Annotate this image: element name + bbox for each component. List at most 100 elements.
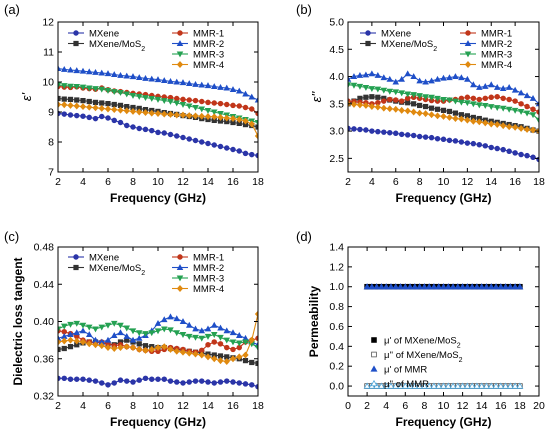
data-point bbox=[148, 330, 156, 337]
data-point bbox=[167, 110, 174, 118]
data-point bbox=[135, 93, 143, 100]
data-point bbox=[136, 377, 142, 383]
data-point bbox=[58, 375, 61, 382]
data-point bbox=[148, 96, 156, 102]
legend-item: MMR-1 bbox=[172, 28, 224, 39]
x-tick-label: 8 bbox=[130, 176, 136, 188]
data-point bbox=[444, 382, 452, 389]
x-tick-label: 2 bbox=[55, 400, 61, 412]
data-point bbox=[392, 105, 399, 113]
data-point bbox=[459, 382, 467, 389]
data-point bbox=[440, 96, 447, 103]
data-point bbox=[430, 382, 438, 389]
panel-label: (a) bbox=[4, 2, 20, 17]
data-point bbox=[420, 283, 428, 290]
data-point bbox=[420, 382, 428, 389]
data-point bbox=[230, 379, 236, 385]
data-point bbox=[58, 65, 62, 71]
x-tick-label: 0 bbox=[345, 400, 351, 412]
data-point bbox=[516, 382, 524, 389]
data-point bbox=[98, 69, 106, 76]
legend-label: μ'' of MMR bbox=[384, 379, 429, 390]
data-point bbox=[110, 332, 118, 338]
data-point bbox=[192, 350, 199, 358]
data-point bbox=[117, 119, 124, 126]
data-point bbox=[478, 382, 486, 389]
data-point bbox=[173, 347, 180, 355]
chart-panel-2: (c) 2 4 6 8 10 12 14 16 18 0.32 0.36 0.40 0.44 0.48 Fre… bbox=[4, 229, 264, 429]
data-point bbox=[205, 140, 211, 147]
plot-area bbox=[363, 283, 524, 389]
data-point bbox=[186, 379, 192, 385]
data-point bbox=[136, 345, 143, 353]
data-point bbox=[377, 382, 385, 389]
data-point bbox=[217, 357, 224, 365]
data-point bbox=[363, 382, 371, 389]
legend-marker bbox=[365, 30, 371, 36]
series-5 bbox=[58, 310, 258, 365]
data-point bbox=[161, 130, 167, 136]
data-point bbox=[98, 324, 106, 331]
data-point bbox=[92, 99, 99, 106]
data-point bbox=[173, 100, 181, 107]
y-tick-label: 0.44 bbox=[34, 279, 55, 291]
y-tick-label: 10 bbox=[42, 77, 54, 89]
data-point bbox=[61, 375, 67, 382]
data-point bbox=[488, 144, 494, 151]
data-point bbox=[511, 86, 519, 93]
series-4 bbox=[58, 82, 258, 126]
data-point bbox=[410, 132, 417, 139]
data-point bbox=[129, 344, 137, 352]
data-point bbox=[211, 113, 218, 121]
data-point bbox=[422, 103, 429, 110]
data-point bbox=[356, 101, 364, 109]
legend-item: MMR-2 bbox=[172, 39, 224, 50]
legend-marker bbox=[177, 30, 183, 36]
data-point bbox=[517, 89, 525, 96]
data-point bbox=[217, 334, 224, 341]
data-point bbox=[392, 382, 400, 389]
data-point bbox=[210, 332, 218, 338]
data-point bbox=[494, 145, 500, 152]
data-point bbox=[387, 129, 393, 136]
data-point bbox=[381, 129, 387, 135]
data-point bbox=[374, 103, 381, 111]
data-point bbox=[117, 71, 124, 78]
data-point bbox=[79, 338, 87, 346]
data-point bbox=[110, 320, 118, 327]
data-point bbox=[416, 77, 423, 84]
y-tick-label: 3.5 bbox=[329, 98, 344, 110]
x-tick-label: 10 bbox=[152, 176, 164, 188]
data-point bbox=[422, 78, 429, 85]
legend-item: MXene bbox=[68, 252, 119, 263]
data-point bbox=[398, 75, 405, 82]
data-point bbox=[242, 90, 249, 97]
data-point bbox=[348, 82, 352, 89]
data-point bbox=[98, 86, 106, 93]
data-point bbox=[136, 125, 142, 132]
data-point bbox=[148, 109, 155, 117]
data-point bbox=[434, 106, 441, 112]
data-point bbox=[248, 120, 255, 128]
data-point bbox=[167, 77, 174, 84]
data-point bbox=[406, 382, 414, 389]
data-point bbox=[229, 355, 237, 363]
data-point bbox=[428, 111, 435, 119]
data-point bbox=[236, 116, 243, 123]
data-point bbox=[67, 101, 74, 109]
legend-item: MMR-4 bbox=[172, 284, 224, 295]
data-point bbox=[476, 102, 483, 109]
data-point bbox=[179, 332, 187, 338]
legend-marker bbox=[176, 61, 184, 68]
data-point bbox=[440, 112, 447, 120]
data-point bbox=[142, 109, 149, 117]
data-point bbox=[99, 100, 105, 106]
data-point bbox=[199, 98, 205, 105]
legend-label: MMR-4 bbox=[481, 60, 512, 71]
data-point bbox=[348, 75, 352, 82]
legend-item: MMR-2 bbox=[172, 263, 224, 274]
data-point bbox=[111, 101, 117, 108]
data-point bbox=[173, 315, 181, 322]
data-point bbox=[405, 100, 411, 106]
data-point bbox=[440, 74, 447, 81]
